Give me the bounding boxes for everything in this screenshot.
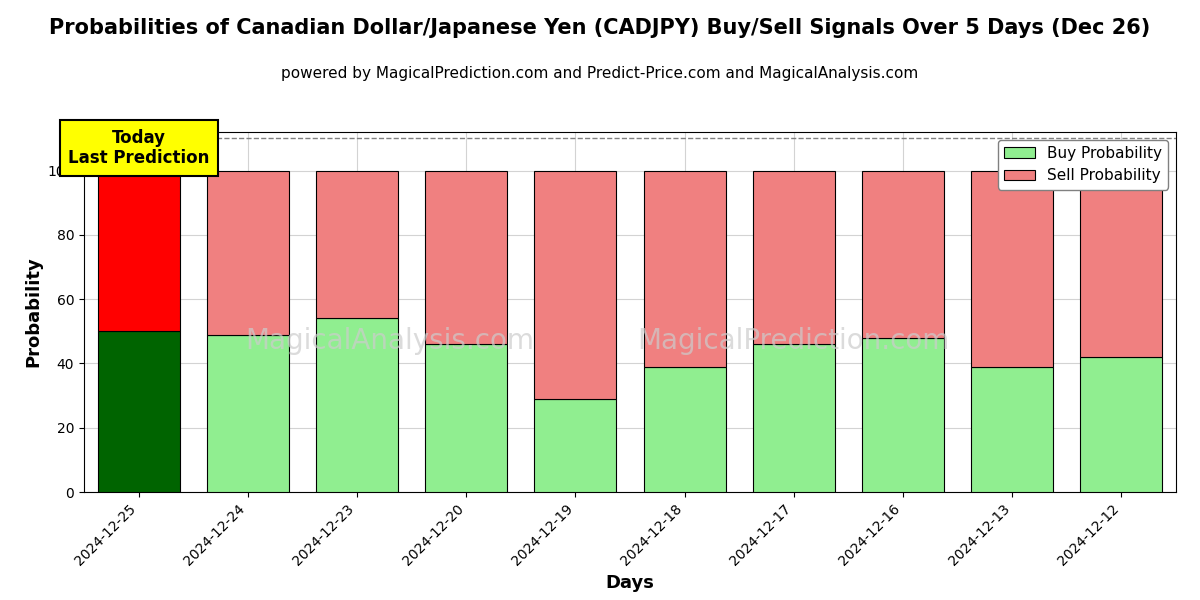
Bar (97, 170, 180, 331)
Bar (534, 399, 617, 492)
Bar (1080, 357, 1163, 492)
Bar (206, 335, 289, 492)
Text: MagicalAnalysis.com: MagicalAnalysis.com (245, 327, 534, 355)
Bar (643, 170, 726, 367)
Bar (316, 319, 398, 492)
Y-axis label: Probability: Probability (24, 257, 42, 367)
Bar (752, 170, 835, 344)
Bar (643, 367, 726, 492)
Text: MagicalPrediction.com: MagicalPrediction.com (637, 327, 950, 355)
Bar (97, 331, 180, 492)
Legend: Buy Probability, Sell Probability: Buy Probability, Sell Probability (998, 140, 1169, 190)
Bar (1080, 170, 1163, 357)
Bar (425, 170, 508, 344)
Bar (862, 338, 944, 492)
Bar (534, 170, 617, 399)
Text: Probabilities of Canadian Dollar/Japanese Yen (CADJPY) Buy/Sell Signals Over 5 D: Probabilities of Canadian Dollar/Japanes… (49, 18, 1151, 38)
Bar (752, 344, 835, 492)
Text: powered by MagicalPrediction.com and Predict-Price.com and MagicalAnalysis.com: powered by MagicalPrediction.com and Pre… (281, 66, 919, 81)
Bar (971, 367, 1054, 492)
X-axis label: Days: Days (606, 574, 654, 592)
Bar (316, 170, 398, 319)
Text: Today
Last Prediction: Today Last Prediction (68, 128, 209, 167)
Bar (971, 170, 1054, 367)
Bar (206, 170, 289, 335)
Bar (862, 170, 944, 338)
Bar (425, 344, 508, 492)
